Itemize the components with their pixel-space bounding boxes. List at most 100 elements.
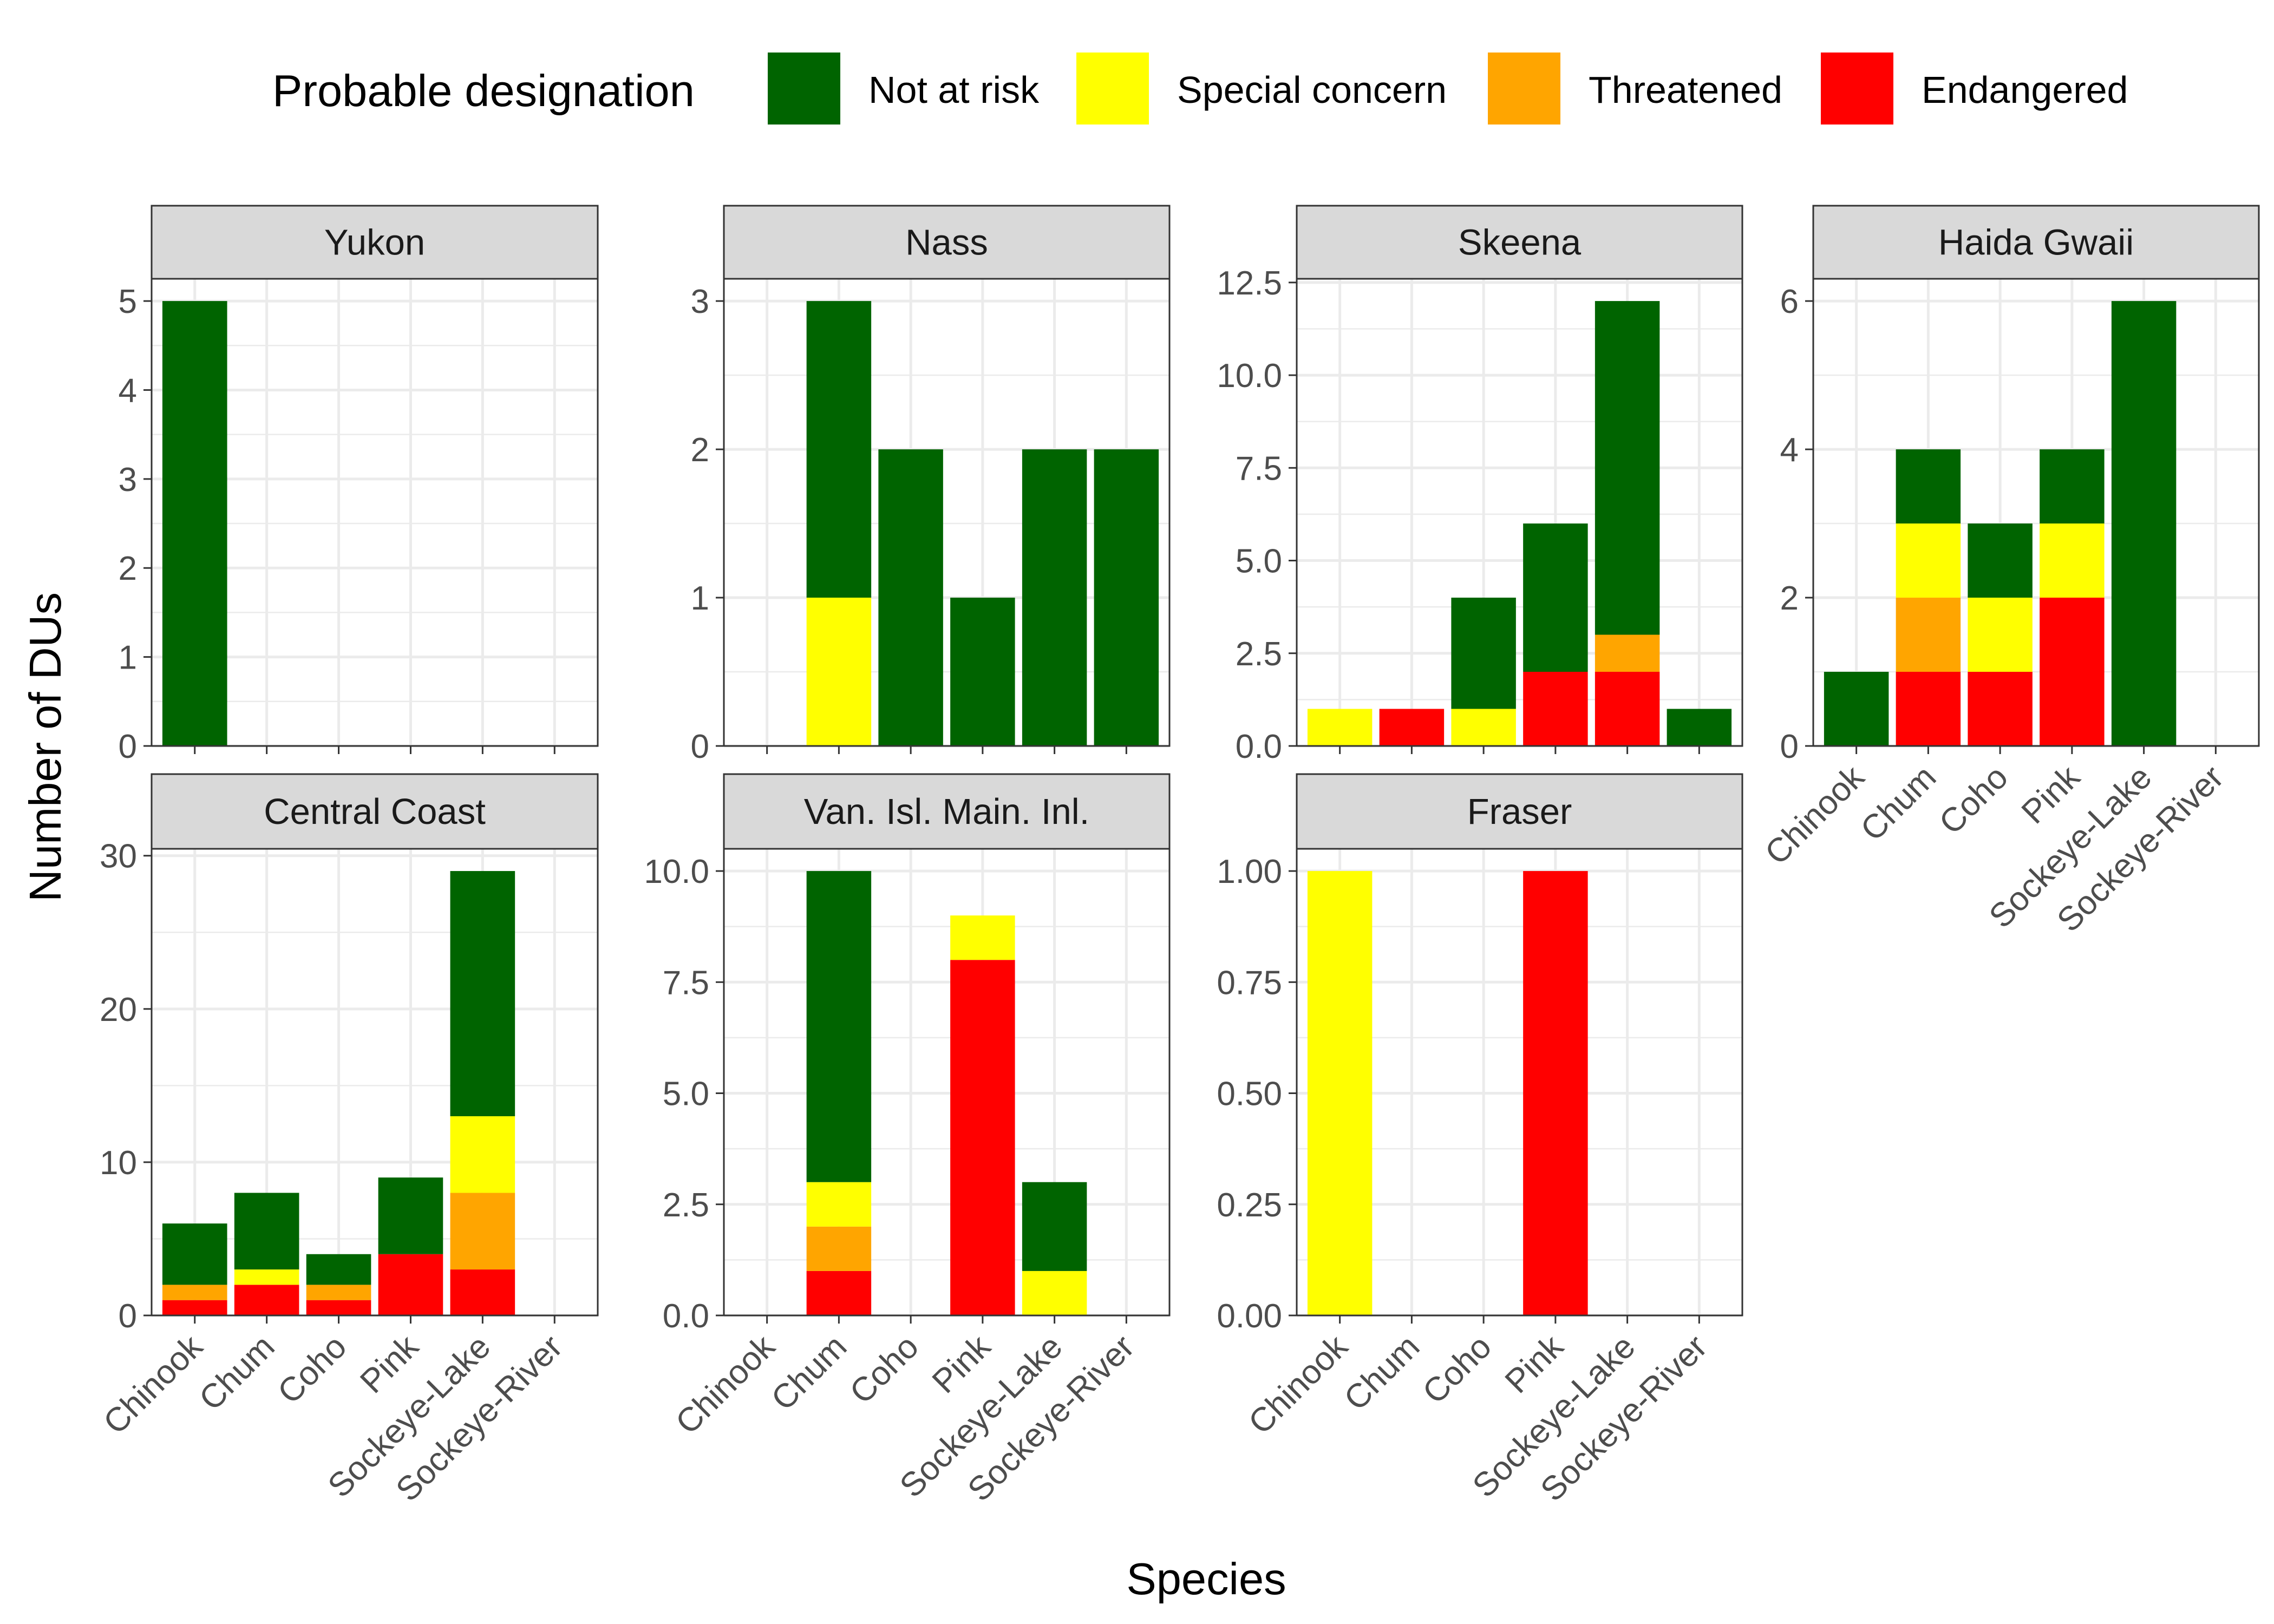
y-tick-label: 3 — [119, 461, 137, 499]
y-tick-label: 10.0 — [644, 853, 709, 890]
facet-yukon: Yukon 0 1 2 3 4 5 — [119, 205, 599, 765]
y-tick-label: 2 — [119, 550, 137, 587]
y-tick-label: 1.00 — [1217, 853, 1282, 890]
plot-area-haida-gwaii — [1813, 279, 2259, 746]
bar-fraser-pink-endangered — [1523, 871, 1588, 1315]
y-tick-label: 0 — [119, 1298, 137, 1335]
bar-central-coast-coho-endangered — [306, 1300, 371, 1315]
facet-title-fraser: Fraser — [1467, 791, 1572, 832]
panel-border-yukon — [151, 278, 599, 747]
legend-item-special-concern: Special concern — [1076, 53, 1447, 125]
y-tick-label: 3 — [691, 283, 709, 320]
y-tick-label: 2 — [1780, 580, 1799, 617]
bar-central-coast-sockeye-lake-endangered — [450, 1269, 515, 1315]
facet-strip-fraser — [1296, 773, 1743, 850]
bar-nass-coho-not-at-risk — [878, 449, 943, 746]
bar-fraser-chinook-special-concern — [1307, 871, 1373, 1315]
y-tick-label: 12.5 — [1217, 265, 1282, 302]
y-tick-label: 1 — [691, 580, 709, 617]
bar-haida-gwaii-coho-special-concern — [1968, 598, 2033, 672]
y-tick-label: 0.75 — [1217, 964, 1282, 1001]
legend-title: Probable designation — [272, 66, 695, 116]
y-tick-label: 2.5 — [663, 1187, 709, 1224]
bar-skeena-pink-endangered — [1523, 672, 1588, 746]
facet-title-central-coast: Central Coast — [264, 791, 486, 832]
bar-van-isl-main-inl-pink-endangered — [950, 960, 1015, 1315]
legend-item-threatened: Threatened — [1488, 53, 1782, 125]
facet-title-skeena: Skeena — [1458, 222, 1582, 263]
legend-item-not-at-risk: Not at risk — [768, 53, 1040, 125]
facet-haida-gwaii: Haida Gwaii0246ChinookChumCohoPinkSockey… — [1758, 205, 2260, 939]
bar-van-isl-main-inl-pink-special-concern — [950, 915, 1015, 960]
panel-border-central-coast — [151, 848, 599, 1317]
y-tick-label: 20 — [100, 991, 137, 1029]
bar-nass-pink-not-at-risk — [950, 598, 1015, 746]
y-tick-label: 0 — [691, 728, 709, 765]
bar-skeena-coho-not-at-risk — [1451, 598, 1516, 709]
bar-central-coast-coho-not-at-risk — [306, 1254, 371, 1285]
facet-fraser: Fraser0.000.250.500.751.00ChinookChumCoh… — [1217, 773, 1743, 1509]
facet-title-yukon: Yukon — [324, 222, 425, 263]
bar-skeena-sockeye-lake-not-at-risk — [1595, 301, 1660, 635]
bar-central-coast-chinook-threatened — [162, 1285, 227, 1300]
y-tick-label: 7.5 — [1236, 450, 1282, 487]
y-tick-label: 0 — [119, 728, 137, 765]
bar-central-coast-chinook-endangered — [162, 1300, 227, 1315]
y-tick-label: 0.0 — [1236, 728, 1282, 765]
bar-haida-gwaii-pink-endangered — [2040, 598, 2105, 746]
bar-van-isl-main-inl-chum-special-concern — [806, 1182, 872, 1227]
bar-haida-gwaii-pink-special-concern — [2040, 523, 2105, 598]
bar-central-coast-coho-threatened — [306, 1285, 371, 1300]
facet-nass: Nass 0 1 2 3 — [691, 205, 1171, 765]
bar-central-coast-chum-not-at-risk — [234, 1193, 299, 1270]
y-tick-label: 5 — [119, 283, 137, 320]
y-tick-label: 10.0 — [1217, 357, 1282, 395]
legend-label-special-concern: Special concern — [1177, 69, 1447, 111]
bar-haida-gwaii-chum-not-at-risk — [1896, 449, 1961, 524]
bar-haida-gwaii-chum-endangered — [1896, 672, 1961, 746]
y-tick-label: 5.0 — [663, 1076, 709, 1113]
bar-yukon-chinook-not-at-risk — [162, 301, 227, 746]
legend-label-not-at-risk: Not at risk — [868, 69, 1040, 111]
facet-strip-van-isl-main-inl — [723, 773, 1171, 850]
bar-skeena-chinook-special-concern — [1307, 709, 1373, 746]
legend-label-threatened: Threatened — [1589, 69, 1782, 111]
panel-border-nass — [723, 278, 1171, 747]
bar-haida-gwaii-coho-endangered — [1968, 672, 2033, 746]
facet-title-nass: Nass — [905, 222, 988, 263]
panel-border-skeena — [1296, 278, 1743, 747]
bar-skeena-pink-not-at-risk — [1523, 523, 1588, 672]
bar-skeena-sockeye-lake-endangered — [1595, 672, 1660, 746]
y-tick-label: 4 — [1780, 431, 1799, 469]
y-tick-label: 6 — [1780, 283, 1799, 320]
y-tick-label: 0.25 — [1217, 1187, 1282, 1224]
bar-central-coast-sockeye-lake-threatened — [450, 1193, 515, 1270]
bar-haida-gwaii-pink-not-at-risk — [2040, 449, 2105, 524]
facet-skeena: Skeena 0.0 2.5 5.0 7.5 10.0 12.5 — [1217, 205, 1743, 765]
bar-nass-sockeye-river-not-at-risk — [1094, 449, 1159, 746]
plot-area-van-isl-main-inl — [724, 849, 1169, 1315]
facet-title-haida-gwaii: Haida Gwaii — [1938, 222, 2134, 263]
legend-swatch-not-at-risk — [768, 53, 840, 125]
legend-items: Not at risk Special concern Threatened Enda… — [768, 53, 2128, 125]
bar-nass-sockeye-lake-not-at-risk — [1022, 449, 1087, 746]
bar-central-coast-sockeye-lake-not-at-risk — [450, 871, 515, 1116]
plot-area-skeena — [1297, 279, 1742, 746]
bar-skeena-chum-endangered — [1379, 709, 1445, 746]
panel-border-haida-gwaii — [1812, 278, 2260, 747]
bar-van-isl-main-inl-sockeye-lake-special-concern — [1022, 1271, 1087, 1315]
bar-central-coast-pink-endangered — [378, 1254, 443, 1315]
legend-swatch-endangered — [1821, 53, 1893, 125]
y-tick-label: 7.5 — [663, 964, 709, 1001]
bar-van-isl-main-inl-chum-threatened — [806, 1226, 872, 1271]
bar-skeena-sockeye-lake-threatened — [1595, 634, 1660, 672]
legend-label-endangered: Endangered — [1922, 69, 2128, 111]
legend-swatch-special-concern — [1076, 53, 1149, 125]
facet-title-van-isl-main-inl: Van. Isl. Main. Inl. — [804, 791, 1090, 832]
y-tick-label: 0.0 — [663, 1298, 709, 1335]
y-tick-label: 2 — [691, 431, 709, 469]
legend-item-endangered: Endangered — [1821, 53, 2128, 125]
facet-panels: Yukon 0 1 2 3 4 5 Nass 0 1 2 3 Skeena 0.0 2.5 5.0 7.5 10.… — [96, 205, 2260, 1509]
bar-skeena-coho-special-concern — [1451, 709, 1516, 746]
